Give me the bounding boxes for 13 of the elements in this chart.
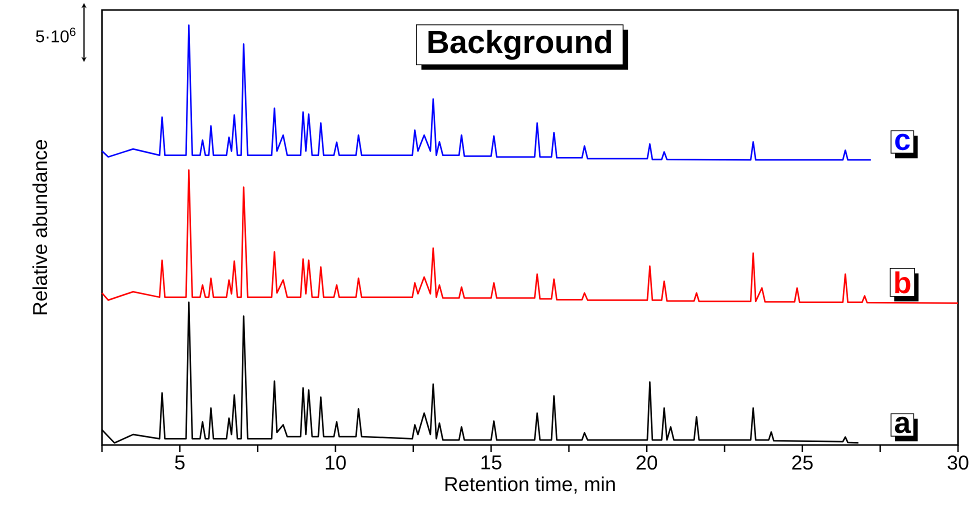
x-tick-label: 30	[948, 456, 968, 470]
x-tick-label: 10	[326, 456, 346, 470]
x-tick-label: 25	[792, 456, 813, 470]
text: 5·10$^{6}$	[36, 28, 76, 42]
series-label: c	[895, 134, 910, 150]
x-axis-title: Retention time, min	[446, 476, 615, 494]
x-tick-label: 20	[636, 456, 658, 470]
y-axis-title: Relative abundance	[32, 140, 48, 314]
x-tick-label: 15	[481, 456, 502, 470]
x-tick-label: 5	[175, 456, 185, 470]
series-label: a	[894, 416, 911, 434]
series-label: b	[895, 271, 910, 294]
chart-title: Background	[428, 30, 611, 60]
